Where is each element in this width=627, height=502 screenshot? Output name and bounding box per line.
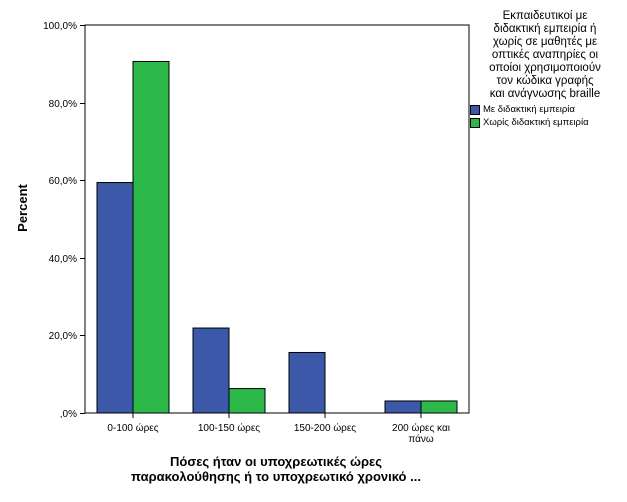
y-ticks-group: ,0% 20,0% 40,0% 60,0% 80,0% 100,0% bbox=[43, 21, 85, 420]
y-tick-label: 80,0% bbox=[49, 99, 77, 110]
legend: Εκπαιδευτικοί με διδακτική εμπειρία ή χωρί… bbox=[470, 10, 620, 129]
x-ticks-group: 0-100 ώρες 100-150 ώρες 150-200 ώρες 200 ώρ… bbox=[107, 413, 450, 445]
bar bbox=[192, 327, 230, 414]
x-axis-title: Πόσες ήταν οι υποχρεωτικές ώρεςπαρακολού… bbox=[131, 454, 421, 484]
y-tick-label: ,0% bbox=[60, 409, 77, 420]
bar bbox=[96, 182, 134, 414]
legend-title: Εκπαιδευτικοί με διδακτική εμπειρία ή χωρί… bbox=[470, 10, 620, 101]
legend-title-line: διδακτική εμπειρία ή bbox=[493, 23, 597, 35]
x-tick-label: 100-150 ώρες bbox=[198, 422, 260, 434]
bars-group bbox=[96, 60, 458, 414]
y-tick-label: 40,0% bbox=[49, 254, 77, 265]
y-tick-label: 60,0% bbox=[49, 176, 77, 187]
x-tick-label: 200 ώρες και bbox=[392, 422, 450, 434]
legend-swatch bbox=[470, 117, 480, 128]
bar bbox=[420, 400, 458, 414]
y-tick-label: 100,0% bbox=[43, 21, 77, 32]
x-tick-label: πάνω bbox=[408, 433, 434, 445]
bar bbox=[384, 400, 422, 414]
x-axis-title-line: Πόσες ήταν οι υποχρεωτικές ώρες bbox=[170, 454, 382, 469]
legend-title-line: οποίοι χρησιμοποιούν bbox=[489, 62, 601, 74]
axes-group bbox=[84, 24, 470, 414]
bar bbox=[228, 388, 266, 414]
y-axis-title: Percent bbox=[15, 183, 30, 231]
bar bbox=[288, 351, 326, 414]
legend-title-line: και ανάγνωσης braille bbox=[489, 88, 601, 100]
legend-label: Χωρίς διδακτική εμπειρία bbox=[483, 117, 589, 128]
x-tick-label: 0-100 ώρες bbox=[107, 422, 158, 434]
legend-label: Με διδακτική εμπειρία bbox=[483, 104, 575, 115]
legend-item: Χωρίς διδακτική εμπειρία bbox=[470, 116, 620, 129]
plot-frame bbox=[84, 24, 470, 414]
legend-title-line: τον κώδικα γραφής bbox=[496, 75, 594, 87]
legend-title-line: οπτικές αναπηρίες οι bbox=[491, 49, 599, 61]
legend-swatch bbox=[470, 104, 480, 115]
y-tick-label: 20,0% bbox=[49, 331, 77, 342]
bar bbox=[132, 60, 170, 414]
legend-title-line: Εκπαιδευτικοί με bbox=[502, 10, 588, 22]
legend-title-line: χωρίς σε μαθητές με bbox=[492, 36, 598, 48]
x-axis-title-line: παρακολούθησης ή το υποχρεωτικό χρονικό … bbox=[131, 469, 421, 484]
x-tick-label: 150-200 ώρες bbox=[294, 422, 356, 434]
legend-item: Με διδακτική εμπειρία bbox=[470, 103, 620, 116]
legend-items: Με διδακτική εμπειρία Χωρίς διδακτική εμπ… bbox=[470, 103, 620, 129]
